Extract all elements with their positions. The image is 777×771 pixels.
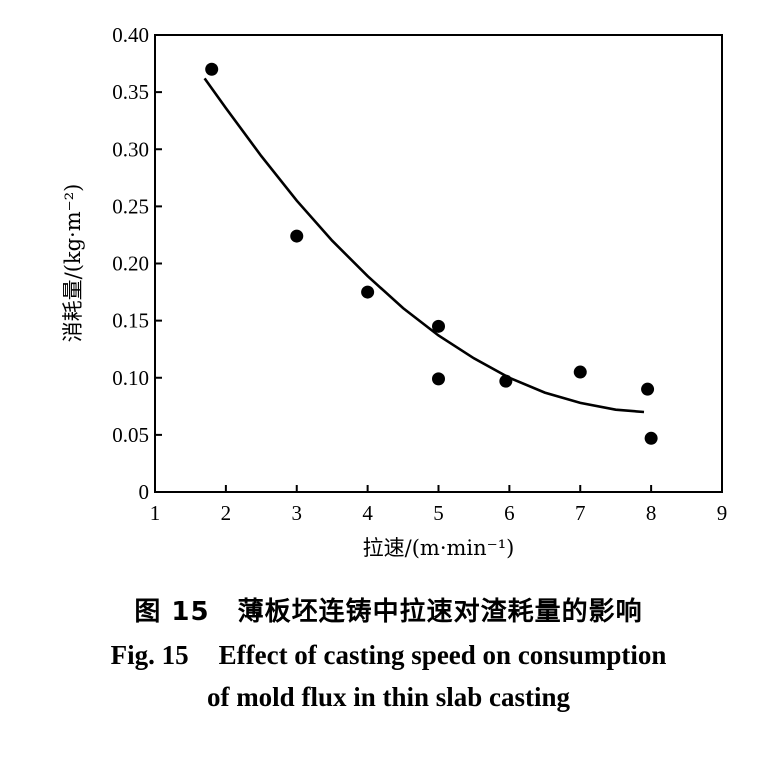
caption-chinese: 图 15 薄板坯连铸中拉速对渣耗量的影响 — [0, 590, 777, 634]
x-axis-title: 拉速/(m·min⁻¹) — [363, 536, 515, 560]
x-tick-label: 2 — [221, 501, 232, 525]
x-tick-label: 9 — [717, 501, 728, 525]
x-tick-label: 5 — [433, 501, 444, 525]
caption-english-line1: Fig. 15 Effect of casting speed on consum… — [0, 634, 777, 676]
y-axis-title: 消耗量/(kg·m⁻²) — [61, 184, 85, 343]
y-tick-label: 0.20 — [112, 252, 149, 276]
data-point — [432, 319, 445, 333]
y-tick-label: 0.05 — [112, 423, 149, 447]
data-point — [641, 382, 655, 396]
y-tick-label: 0 — [139, 480, 150, 504]
y-tick-label: 0.15 — [112, 309, 149, 333]
y-tick-label: 0.30 — [112, 137, 149, 161]
data-point — [644, 431, 658, 445]
y-axis-ticks: 0 0.05 0.10 0.15 0.20 0.25 0.30 0.35 0.40 — [112, 23, 162, 504]
data-point — [205, 62, 219, 76]
caption-zh-number: 图 15 — [134, 597, 210, 627]
data-points — [205, 62, 658, 445]
x-tick-label: 4 — [362, 501, 373, 525]
x-axis-ticks: 1 2 3 4 5 6 7 8 9 — [150, 485, 728, 525]
plot-frame — [154, 34, 723, 493]
x-tick-label: 7 — [575, 501, 586, 525]
data-point — [361, 285, 375, 299]
data-point — [290, 229, 304, 243]
x-tick-label: 3 — [292, 501, 303, 525]
caption-zh-text: 薄板坯连铸中拉速对渣耗量的影响 — [237, 597, 643, 627]
x-tick-label: 1 — [150, 501, 161, 525]
x-tick-label: 8 — [646, 501, 657, 525]
caption-english-line2: of mold flux in thin slab casting — [206, 682, 571, 712]
caption-en-text-1: Effect of casting speed on consumption — [218, 640, 667, 670]
y-tick-label: 0.35 — [112, 80, 149, 104]
caption-en-number: Fig. 15 — [110, 640, 189, 670]
fitted-curve — [203, 77, 645, 414]
y-tick-label: 0.10 — [112, 366, 149, 390]
data-point — [432, 372, 445, 386]
data-point — [573, 365, 587, 379]
x-tick-label: 6 — [504, 501, 515, 525]
y-tick-label: 0.40 — [112, 23, 149, 47]
figure-caption: 图 15 薄板坯连铸中拉速对渣耗量的影响 Fig. 15 Effect of cas… — [0, 590, 777, 718]
data-point — [499, 374, 513, 388]
y-tick-label: 0.25 — [112, 194, 149, 218]
